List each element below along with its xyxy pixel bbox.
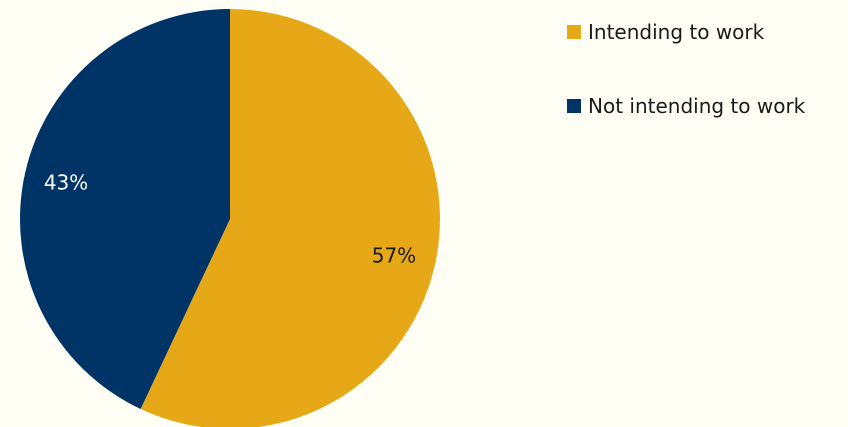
pie-slice-label-intending-to-work: 57% [372, 244, 416, 268]
legend-label: Not intending to work [588, 94, 806, 118]
pie-slice-not-intending-to-work [19, 9, 230, 410]
legend-item-not-intending-to-work: Not intending to work [567, 92, 805, 120]
legend-item-intending-to-work: Intending to work [567, 18, 805, 46]
legend: Intending to work Not intending to work [567, 18, 805, 166]
legend-swatch [567, 99, 581, 113]
legend-label: Intending to work [588, 20, 765, 44]
legend-swatch [567, 25, 581, 39]
pie-slice-intending-to-work [140, 9, 440, 427]
pie-slice-label-not-intending-to-work: 43% [44, 170, 88, 194]
